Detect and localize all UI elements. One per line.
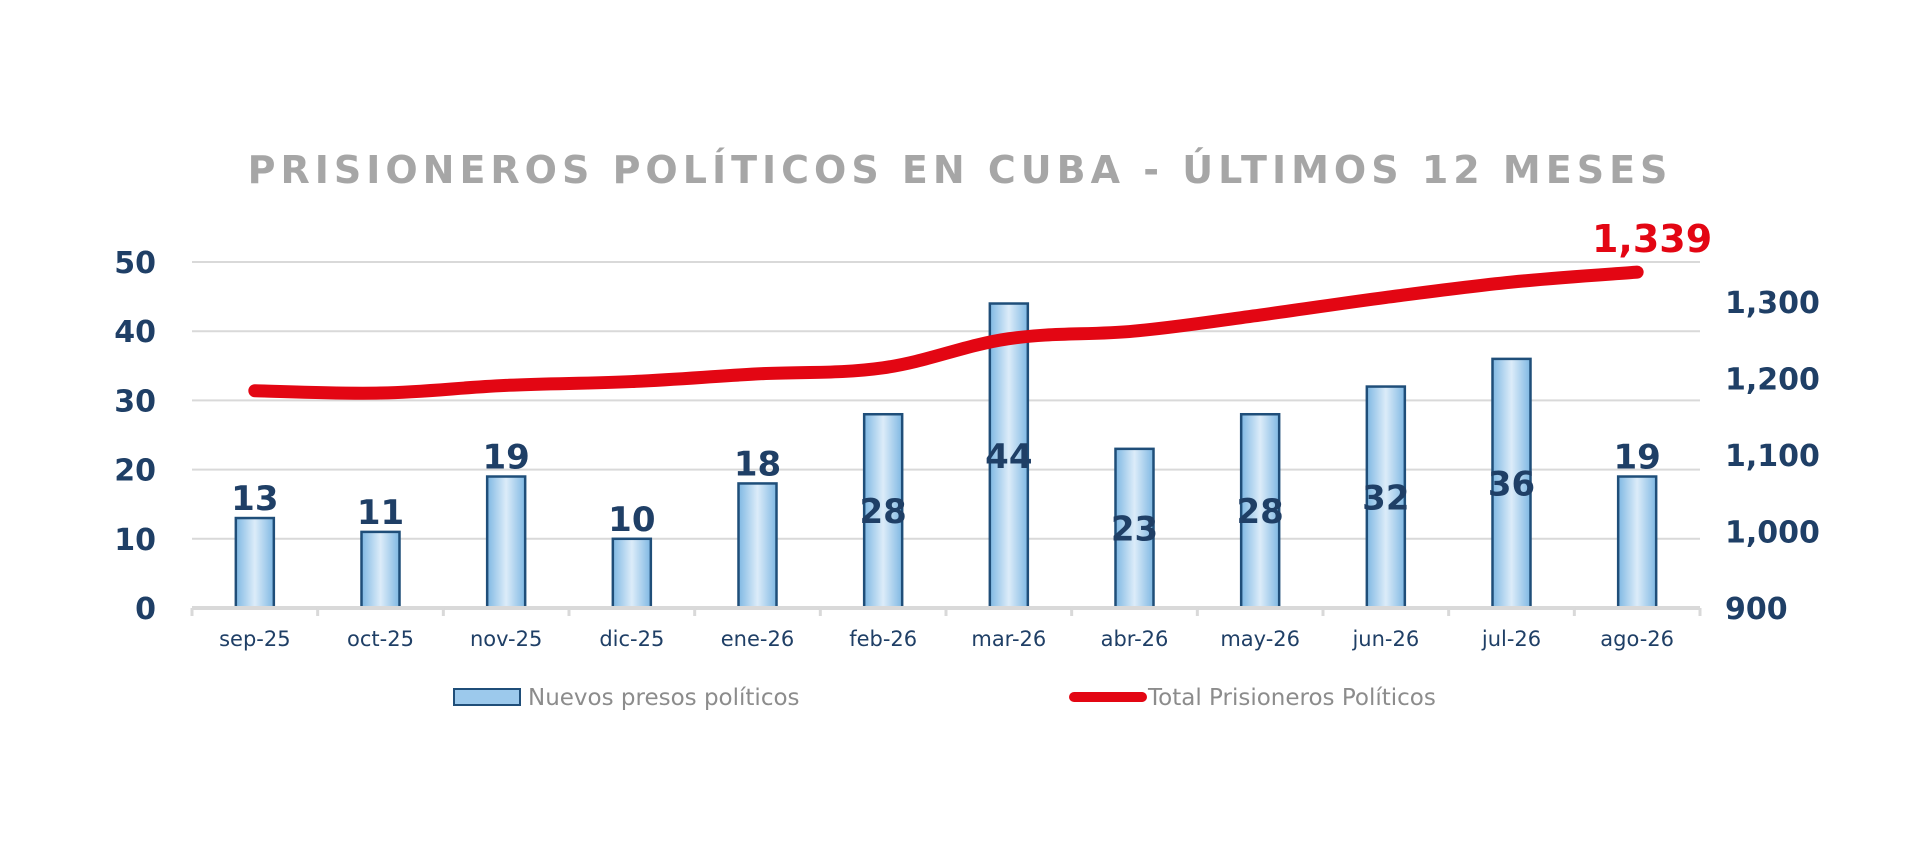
bar bbox=[1491, 357, 1532, 610]
x-axis-tick-label: ago-26 bbox=[1600, 627, 1674, 651]
bar bbox=[360, 530, 401, 610]
bar bbox=[737, 482, 778, 610]
x-axis-tick-label: jun-26 bbox=[1351, 627, 1419, 651]
legend-label-line: Total Prisioneros Políticos bbox=[1147, 685, 1436, 711]
x-axis-tick-label: dic-25 bbox=[599, 627, 664, 651]
line-series bbox=[248, 265, 1644, 400]
right-axis-tick-label: 1,300 bbox=[1725, 286, 1820, 321]
right-axis-tick-label: 1,100 bbox=[1725, 439, 1820, 474]
x-axis-tick-label: may-26 bbox=[1220, 627, 1300, 651]
left-axis-tick-label: 20 bbox=[114, 454, 156, 489]
x-axis-tick-label: ene-26 bbox=[721, 627, 794, 651]
bar bbox=[1616, 475, 1658, 610]
left-axis-tick-label: 10 bbox=[114, 523, 156, 558]
bar bbox=[611, 537, 653, 610]
bar-data-label: 28 bbox=[860, 492, 907, 532]
bar-data-label: 32 bbox=[1362, 478, 1409, 518]
line-last-value-label: 1,339 bbox=[1592, 217, 1712, 261]
legend-label-bars: Nuevos presos políticos bbox=[528, 685, 800, 711]
bar bbox=[234, 516, 276, 610]
x-axis-tick-label: oct-25 bbox=[347, 627, 414, 651]
bar-data-label: 23 bbox=[1111, 509, 1158, 549]
left-axis-tick-label: 30 bbox=[114, 384, 156, 419]
left-axis-tick-label: 0 bbox=[135, 592, 156, 627]
line-series-path bbox=[248, 265, 1644, 400]
x-axis-tick-label: feb-26 bbox=[849, 627, 917, 651]
bar-data-label: 44 bbox=[985, 437, 1032, 477]
chart-title: PRISIONEROS POLÍTICOS EN CUBA - ÚLTIMOS … bbox=[248, 148, 1673, 192]
bar bbox=[485, 475, 527, 610]
bar-data-label: 13 bbox=[231, 479, 278, 519]
x-axis-tick-label: mar-26 bbox=[971, 627, 1046, 651]
gridlines bbox=[192, 261, 1700, 540]
bar bbox=[1365, 385, 1407, 610]
bar-data-label: 36 bbox=[1488, 464, 1535, 504]
x-axis-tick-label: sep-25 bbox=[219, 627, 291, 651]
legend-swatch-bars bbox=[453, 688, 521, 706]
x-axis-tick-label: jul-26 bbox=[1481, 627, 1541, 651]
x-axis: sep-25 oct-25 nov-25 dic-25 ene-26 feb-26 mar-… bbox=[190, 606, 1702, 651]
x-axis-tick-label: abr-26 bbox=[1101, 627, 1169, 651]
x-axis-tick-label: nov-25 bbox=[470, 627, 542, 651]
bar bbox=[1114, 447, 1155, 610]
bar bbox=[988, 302, 1030, 610]
data-labels: 13 11 19 10 18 28 44 23 28 32 36 19 1,339 bbox=[231, 217, 1712, 549]
left-axis-tick-label: 50 bbox=[114, 246, 156, 281]
bar-series bbox=[234, 302, 1658, 610]
left-axis: 0 10 20 30 40 50 bbox=[114, 246, 156, 627]
bar-data-label: 11 bbox=[357, 493, 404, 533]
bar-data-label: 18 bbox=[734, 444, 781, 484]
right-axis-tick-label: 1,200 bbox=[1725, 363, 1820, 398]
right-axis-tick-label: 1,000 bbox=[1725, 516, 1820, 551]
right-axis-tick-label: 900 bbox=[1725, 592, 1788, 627]
bar-data-label: 28 bbox=[1237, 492, 1284, 532]
bar-data-label: 10 bbox=[608, 500, 655, 540]
right-axis: 900 1,000 1,100 1,200 1,300 bbox=[1725, 286, 1820, 627]
bar-data-label: 19 bbox=[1614, 438, 1661, 478]
left-axis-tick-label: 40 bbox=[114, 315, 156, 350]
bar-data-label: 19 bbox=[483, 438, 530, 478]
bar bbox=[862, 412, 904, 610]
legend: Nuevos presos políticos Total Prisionero… bbox=[453, 685, 1436, 711]
bar bbox=[1239, 412, 1281, 610]
